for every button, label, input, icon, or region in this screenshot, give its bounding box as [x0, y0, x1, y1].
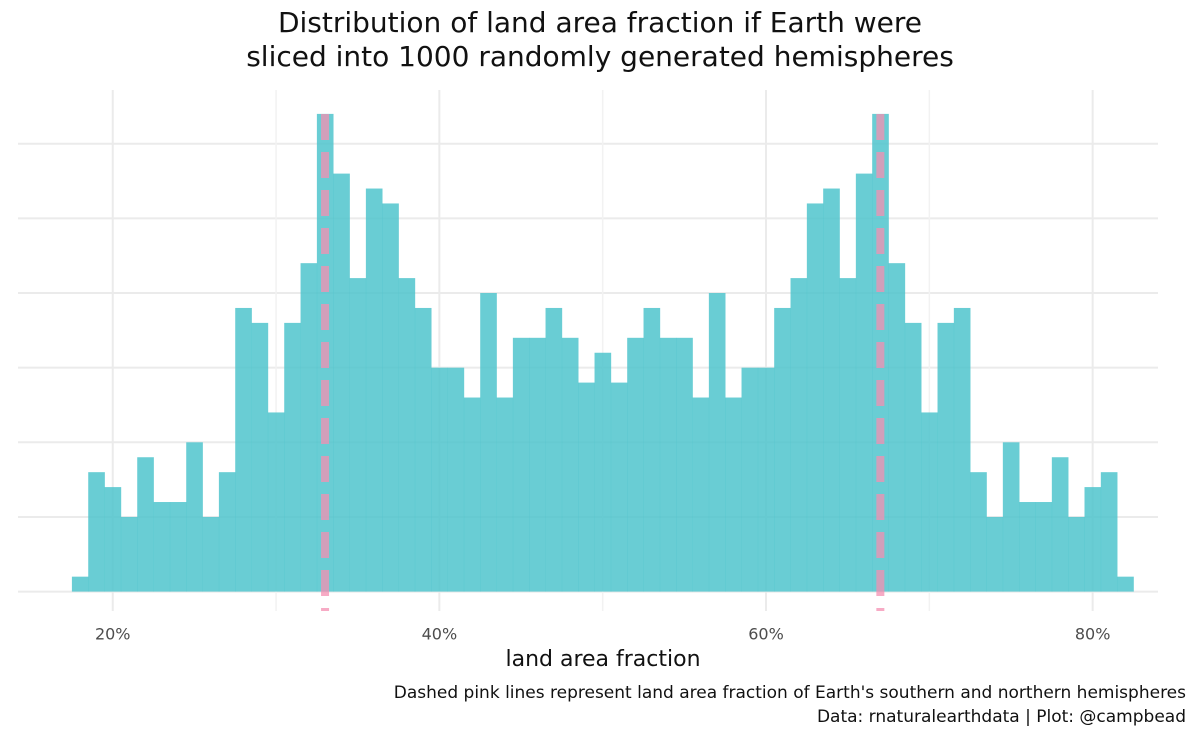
x-axis-label: land area fraction	[505, 647, 700, 672]
bar	[741, 367, 759, 592]
bar	[904, 322, 922, 592]
bar	[921, 412, 938, 592]
x-tick-label: 60%	[748, 625, 784, 644]
bar	[202, 516, 220, 592]
bar	[774, 307, 791, 592]
bar	[839, 278, 857, 592]
bar	[708, 293, 726, 592]
bar	[1100, 472, 1118, 592]
bar	[71, 576, 89, 592]
bar	[300, 263, 318, 592]
bar	[153, 502, 171, 592]
bar	[529, 337, 546, 592]
bar	[235, 307, 252, 592]
bar	[333, 173, 350, 592]
bar	[1019, 502, 1036, 592]
bar	[414, 307, 432, 592]
bar	[578, 382, 595, 592]
x-tick-label: 40%	[422, 625, 458, 644]
bar	[953, 307, 971, 592]
bar	[823, 188, 840, 592]
bar	[1051, 457, 1069, 592]
bar	[610, 382, 628, 592]
bar	[496, 397, 514, 592]
caption: Data: rnaturalearthdata | Plot: @campbea…	[817, 707, 1186, 727]
bar	[349, 278, 367, 592]
bar	[431, 367, 448, 592]
x-tick-label: 20%	[95, 625, 131, 644]
bar	[218, 472, 236, 592]
bar	[267, 412, 285, 592]
bar	[463, 397, 481, 592]
x-tick-label: 80%	[1075, 625, 1111, 644]
bar	[447, 367, 465, 592]
bar	[1035, 502, 1053, 592]
bar	[790, 278, 808, 592]
bar	[855, 173, 873, 592]
bar	[659, 337, 677, 592]
bar	[725, 397, 742, 592]
bar	[1084, 487, 1102, 592]
bar	[937, 322, 955, 592]
bar	[970, 472, 987, 592]
bar	[692, 397, 710, 592]
bar	[120, 516, 138, 592]
chart-title: Distribution of land area fraction if Ea…	[278, 6, 922, 39]
bar	[643, 307, 661, 592]
bar	[137, 457, 154, 592]
bar	[398, 278, 416, 592]
bar	[284, 322, 301, 592]
bar	[1002, 442, 1020, 592]
bar	[757, 367, 775, 592]
caption: Dashed pink lines represent land area fr…	[394, 683, 1186, 703]
bar	[986, 516, 1004, 592]
bar	[186, 442, 203, 592]
chart-title: sliced into 1000 randomly generated hemi…	[246, 40, 954, 73]
bar	[1117, 576, 1134, 592]
bar	[888, 263, 906, 592]
bar	[88, 472, 105, 592]
bar	[676, 337, 693, 592]
bar	[382, 203, 399, 592]
bar	[806, 203, 824, 592]
bar	[1068, 516, 1085, 592]
bar	[561, 337, 579, 592]
bar	[104, 487, 122, 592]
bar	[594, 352, 612, 592]
bar	[627, 337, 644, 592]
bar	[365, 188, 383, 592]
bar	[169, 502, 187, 592]
bar	[251, 322, 269, 592]
bar	[480, 293, 497, 592]
bar	[545, 307, 563, 592]
bar	[512, 337, 530, 592]
